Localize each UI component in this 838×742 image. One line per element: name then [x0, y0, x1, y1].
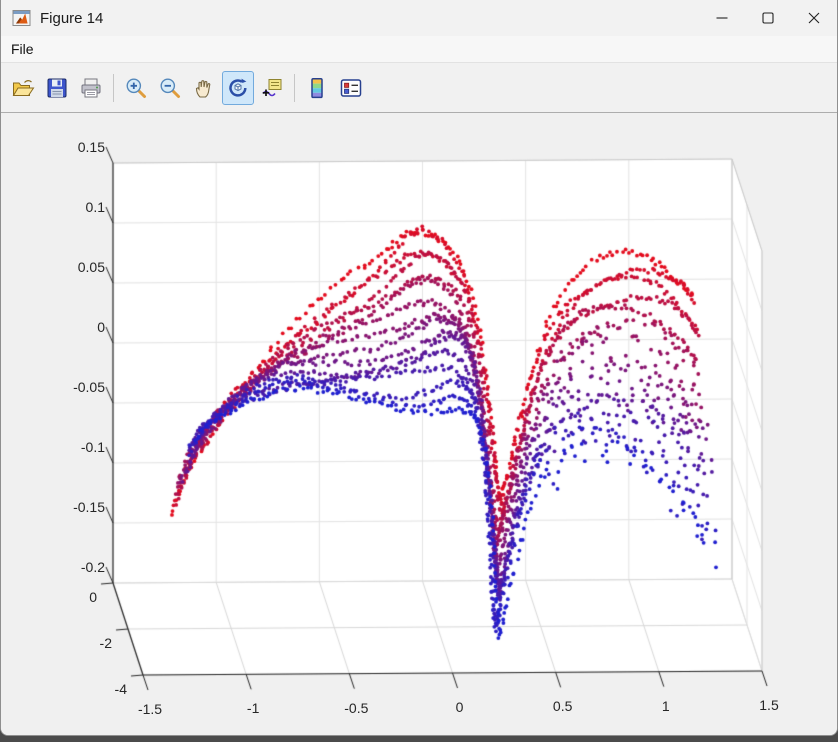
- z-tick-label: -0.05: [73, 379, 105, 395]
- print-figure-button[interactable]: [75, 71, 107, 105]
- window-title: Figure 14: [40, 9, 104, 27]
- z-tick-label: -0.2: [80, 559, 105, 575]
- zoom-out-icon: [160, 78, 180, 98]
- y-tick-label: 0: [89, 589, 97, 605]
- legend-icon: [340, 78, 362, 97]
- z-tick-label: 0.1: [85, 199, 105, 215]
- z-tick-label: 0.15: [77, 139, 105, 155]
- x-tick-label: 0.5: [552, 698, 573, 715]
- y-tick-label: -4: [114, 681, 127, 697]
- menu-item-file[interactable]: File: [11, 41, 34, 57]
- toolbar-separator: [294, 73, 295, 102]
- maximize-icon: [762, 12, 774, 24]
- close-button[interactable]: [791, 0, 837, 36]
- zoom-in-button[interactable]: [120, 71, 152, 105]
- rotate-3d-icon: [229, 78, 247, 97]
- toolbar: [1, 63, 837, 113]
- x-tick-label: -0.5: [344, 699, 369, 716]
- data-cursor-button[interactable]: [256, 71, 288, 105]
- x-tick-label: 1: [661, 697, 670, 714]
- close-icon: [808, 12, 820, 24]
- minimize-icon: [716, 17, 728, 19]
- insert-colorbar-button[interactable]: [301, 71, 333, 105]
- matlab-icon: [12, 10, 31, 26]
- x-tick-label: -1.5: [137, 701, 163, 717]
- insert-legend-button[interactable]: [335, 71, 367, 105]
- z-tick-label: 0.05: [77, 259, 105, 275]
- floppy-disk-icon: [47, 78, 67, 97]
- data-cursor-icon: [262, 78, 282, 96]
- rotate-3d-button[interactable]: [222, 70, 254, 105]
- colorbar-icon: [311, 77, 323, 98]
- open-file-button[interactable]: [7, 71, 39, 105]
- z-tick-label: -0.1: [80, 439, 105, 455]
- z-tick-label: 0: [97, 319, 105, 335]
- x-tick-label: -1: [246, 700, 260, 717]
- open-folder-icon: [12, 79, 35, 96]
- figure-canvas-area: -1.5 -1 -0.5 0 0.5 1 1.5 0 -2 -4 0.15 0.1 0.05 0 -0.05…: [1, 113, 837, 735]
- minimize-button[interactable]: [699, 0, 745, 36]
- menu-bar: File: [1, 36, 837, 63]
- title-bar: Figure 14: [1, 0, 837, 36]
- printer-icon: [81, 78, 101, 97]
- x-tick-label: 1.5: [759, 697, 779, 713]
- save-figure-button[interactable]: [41, 71, 73, 105]
- zoom-in-icon: [126, 78, 146, 98]
- hand-icon: [195, 79, 211, 98]
- maximize-button[interactable]: [745, 0, 791, 36]
- pan-button[interactable]: [188, 71, 220, 105]
- y-tick-label: -2: [99, 635, 112, 651]
- z-tick-label: -0.15: [73, 499, 105, 515]
- x-tick-label: 0: [455, 699, 464, 715]
- zoom-out-button[interactable]: [154, 71, 186, 105]
- toolbar-separator: [113, 73, 114, 102]
- plot-canvas[interactable]: [1, 113, 837, 735]
